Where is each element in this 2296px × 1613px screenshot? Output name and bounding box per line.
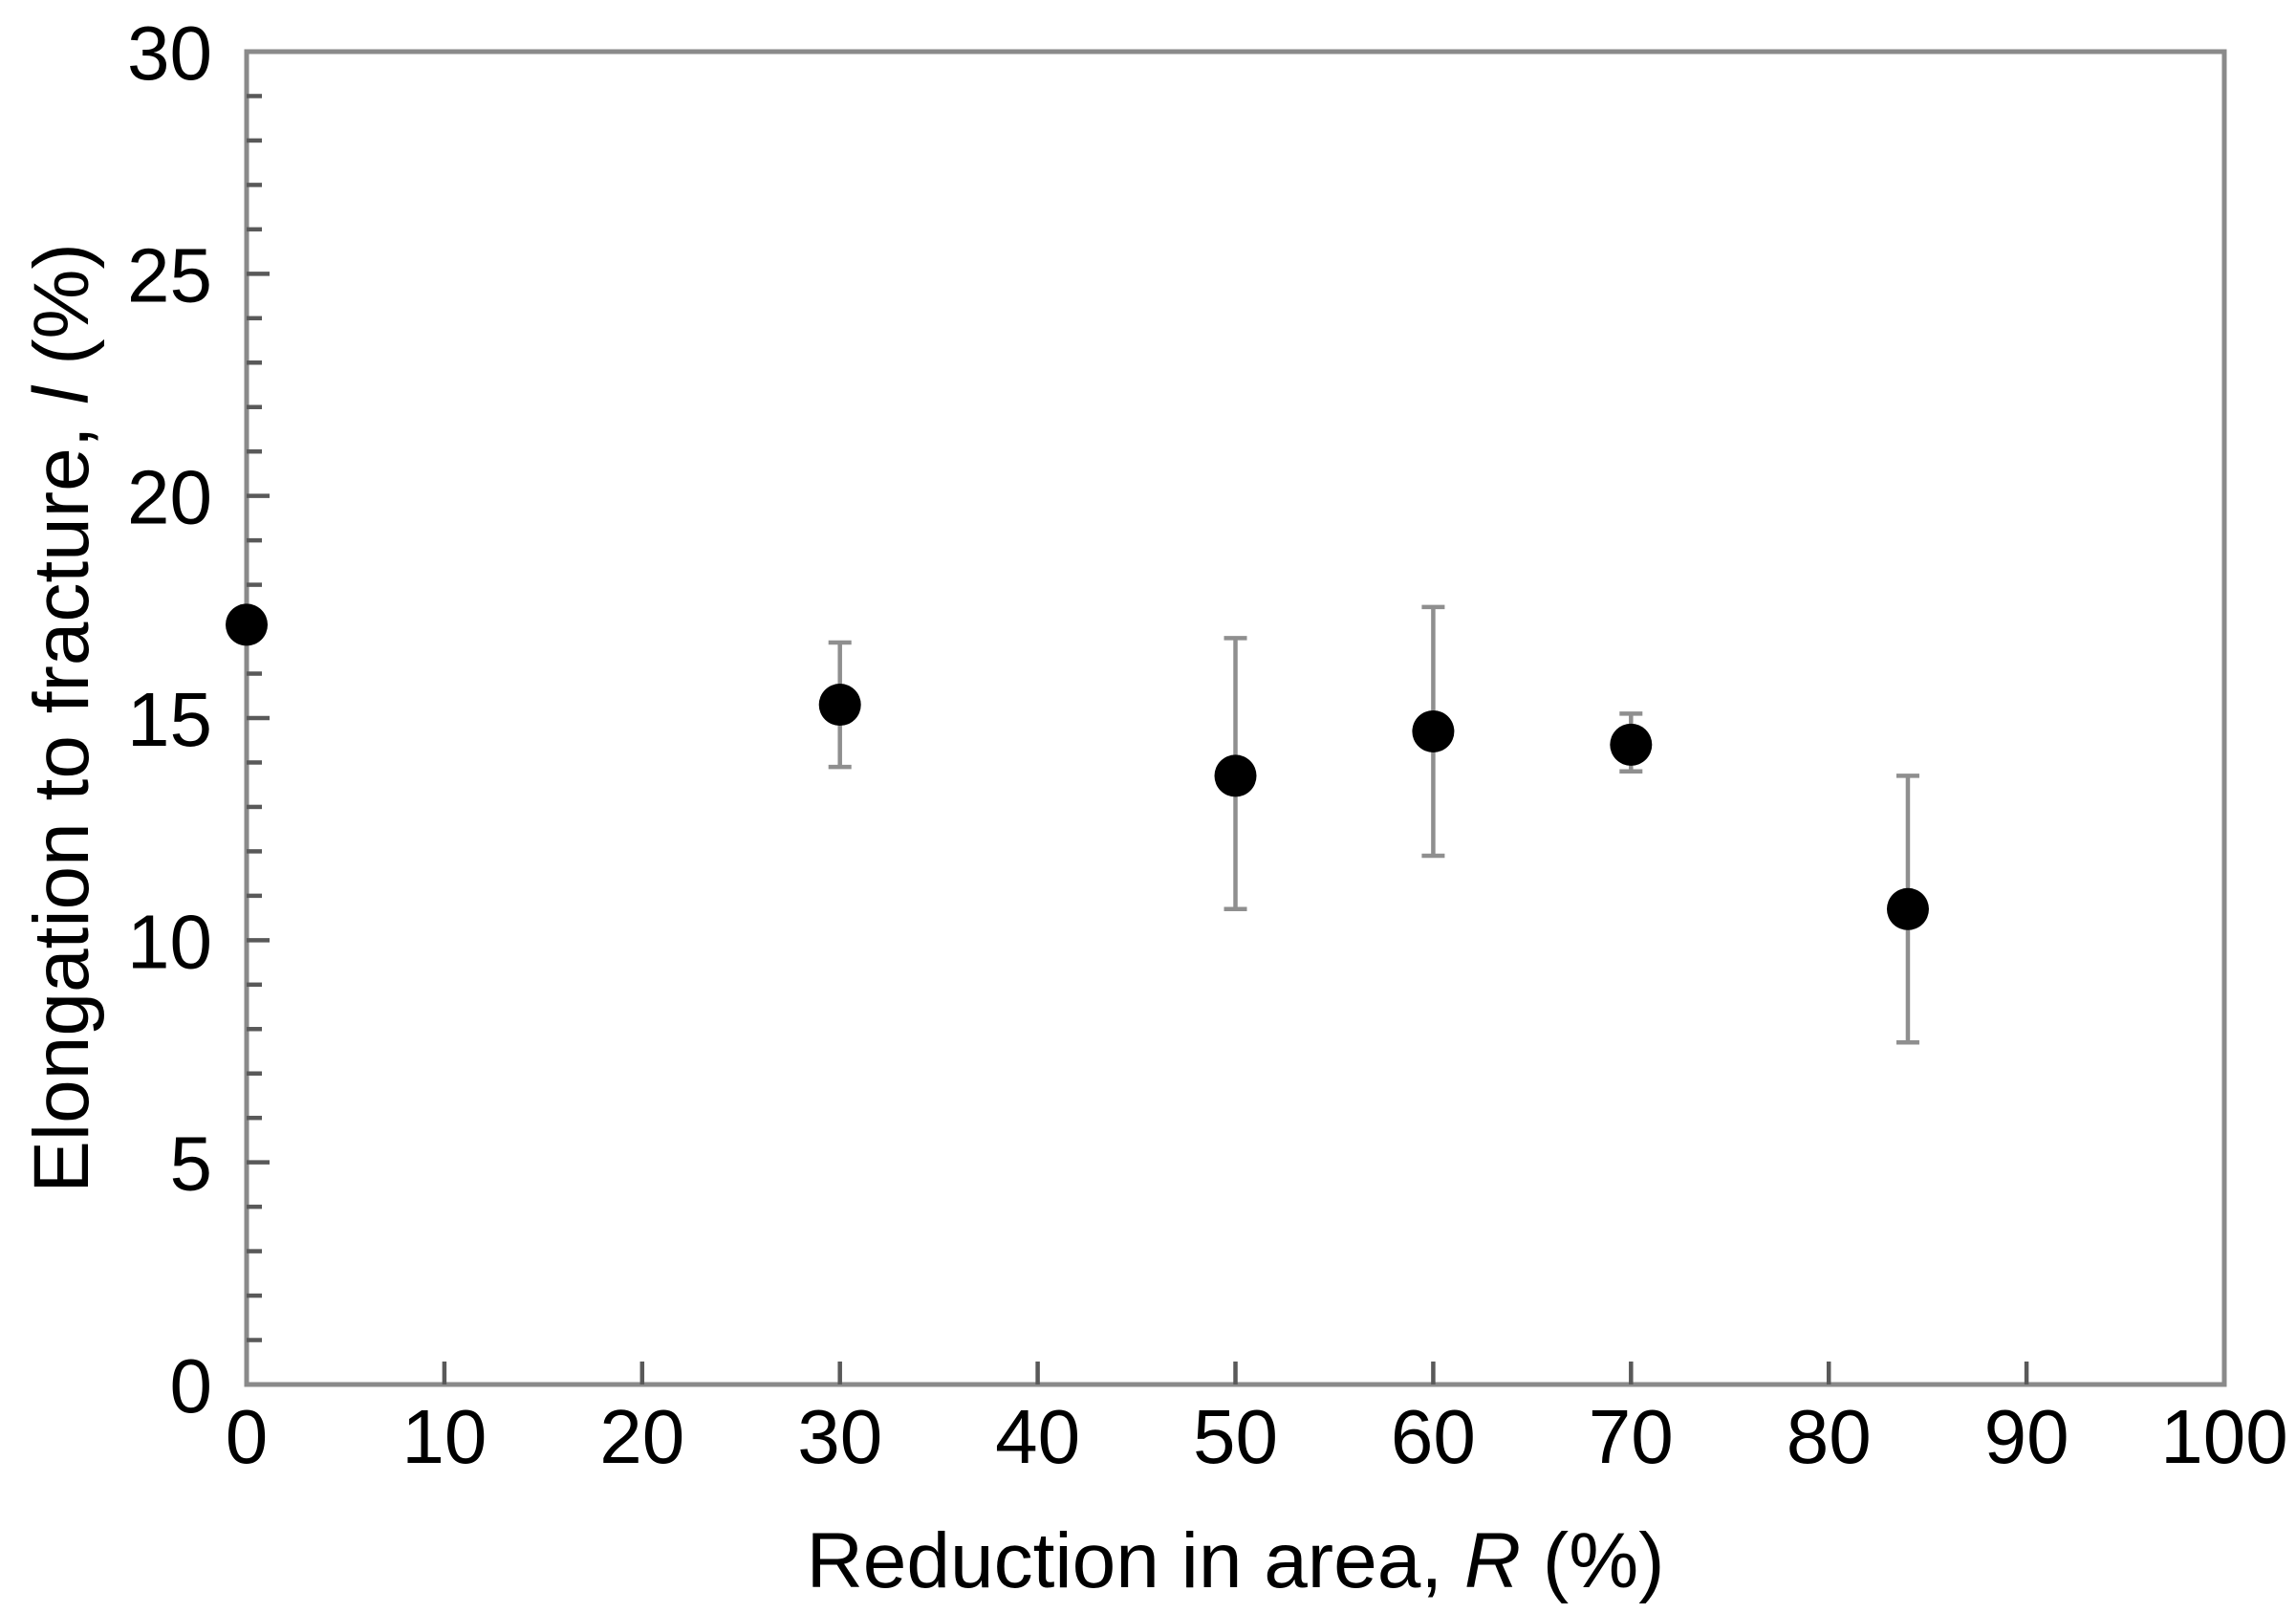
data-point-marker (818, 684, 861, 727)
x-axis-title-suffix: (%) (1521, 1517, 1664, 1604)
y-axis-tick-label: 5 (170, 1122, 213, 1207)
x-axis-title-symbol: R (1464, 1517, 1521, 1604)
y-axis-tick-label: 10 (127, 899, 212, 984)
data-point-marker (1610, 723, 1653, 766)
x-axis-tick-label: 40 (995, 1394, 1080, 1479)
x-axis-tick-label: 0 (226, 1394, 269, 1479)
x-axis-tick-label: 100 (2160, 1394, 2287, 1479)
data-point-marker (1214, 754, 1257, 797)
x-axis-tick-label: 10 (401, 1394, 487, 1479)
x-axis-tick-label: 20 (599, 1394, 684, 1479)
y-axis-tick-label: 30 (127, 11, 212, 96)
y-axis-title-symbol: l (18, 384, 105, 404)
data-point-marker (1886, 887, 1929, 930)
y-axis-tick-label: 15 (127, 677, 212, 762)
x-axis-tick-label: 90 (1984, 1394, 2069, 1479)
x-axis-tick-label: 70 (1589, 1394, 1674, 1479)
y-axis-title-suffix: (%) (18, 243, 105, 386)
data-point-marker (226, 603, 268, 646)
x-axis-tick-label: 50 (1193, 1394, 1278, 1479)
y-axis-title-prefix: Elongation to fracture, (18, 404, 105, 1193)
data-point-marker (1412, 709, 1455, 752)
x-axis-tick-label: 30 (797, 1394, 882, 1479)
x-axis-title-prefix: Reduction in area, (807, 1517, 1464, 1604)
y-axis-tick-label: 0 (170, 1343, 213, 1428)
x-axis-tick-label: 60 (1391, 1394, 1476, 1479)
y-axis-title: Elongation to fracture, l (%) (18, 243, 105, 1193)
y-axis-tick-label: 25 (127, 232, 212, 317)
x-axis-title: Reduction in area, R (%) (807, 1517, 1665, 1604)
y-axis-tick-label: 20 (127, 455, 212, 540)
x-axis-tick-label: 80 (1787, 1394, 1872, 1479)
